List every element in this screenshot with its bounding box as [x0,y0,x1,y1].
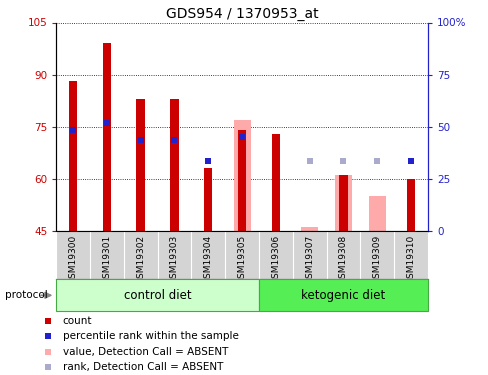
Text: GSM19309: GSM19309 [372,234,381,284]
Text: GSM19305: GSM19305 [237,234,246,284]
Text: protocol: protocol [5,290,47,300]
Title: GDS954 / 1370953_at: GDS954 / 1370953_at [165,8,318,21]
Bar [334,175,351,231]
Bar [203,168,212,231]
Text: control diet: control diet [123,289,191,302]
Text: rank, Detection Call = ABSENT: rank, Detection Call = ABSENT [62,362,223,372]
Bar [368,196,385,231]
Text: GSM19310: GSM19310 [406,234,415,284]
Bar [259,279,427,311]
Bar [69,81,77,231]
Bar [237,130,246,231]
Bar [339,175,347,231]
Bar [136,99,144,231]
Text: GSM19306: GSM19306 [271,234,280,284]
Bar [406,178,414,231]
Bar [170,99,178,231]
Text: GSM19303: GSM19303 [170,234,179,284]
Bar [102,44,111,231]
Bar [301,227,317,231]
Text: GSM19302: GSM19302 [136,234,145,284]
Bar [271,134,280,231]
Text: GSM19304: GSM19304 [203,234,212,284]
Text: GSM19300: GSM19300 [68,234,78,284]
Text: ketogenic diet: ketogenic diet [301,289,385,302]
Bar [56,279,259,311]
Text: GSM19301: GSM19301 [102,234,111,284]
Text: count: count [62,316,92,326]
Text: percentile rank within the sample: percentile rank within the sample [62,332,238,341]
Text: GSM19307: GSM19307 [305,234,313,284]
Text: value, Detection Call = ABSENT: value, Detection Call = ABSENT [62,347,228,357]
Text: GSM19308: GSM19308 [338,234,347,284]
Bar [233,120,250,231]
